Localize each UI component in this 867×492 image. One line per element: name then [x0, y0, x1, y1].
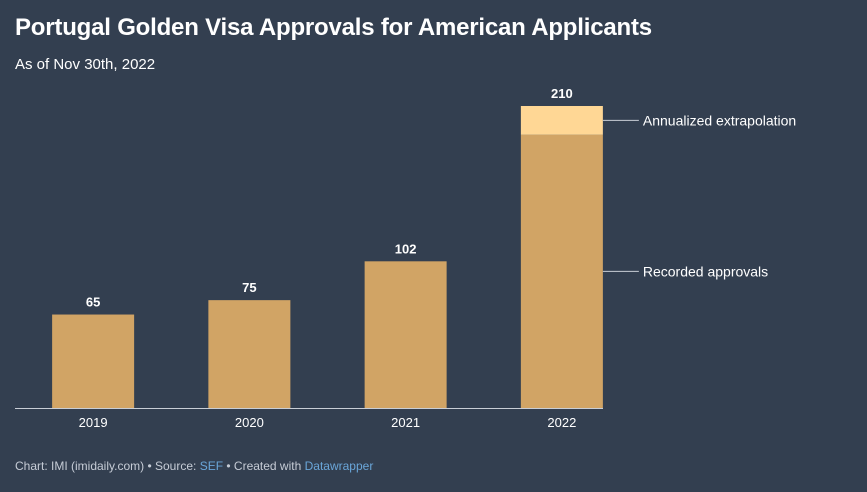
- value-label-2021: 102: [395, 241, 417, 256]
- footer-created-with: • Created with: [223, 459, 305, 473]
- legend-label-recorded: Recorded approvals: [643, 263, 768, 279]
- x-tick-label-2019: 2019: [79, 415, 108, 430]
- value-label-2022: 210: [551, 86, 573, 101]
- bar-extrapolation-2022: [520, 106, 603, 135]
- chart-title: Portugal Golden Visa Approvals for Ameri…: [15, 14, 652, 41]
- datawrapper-link[interactable]: Datawrapper: [304, 459, 374, 473]
- bar-recorded-2022: [520, 134, 603, 408]
- bar-recorded-2021: [364, 261, 447, 408]
- x-tick-label-2020: 2020: [235, 415, 264, 430]
- bar-recorded-2019: [52, 314, 135, 408]
- value-label-2019: 65: [86, 295, 100, 310]
- value-label-2020: 75: [242, 280, 256, 295]
- chart-footer: Chart: IMI (imidaily.com) • Source: SEF …: [15, 459, 373, 473]
- x-tick-label-2022: 2022: [547, 415, 576, 430]
- chart-subtitle: As of Nov 30th, 2022: [15, 56, 156, 73]
- footer-credit: Chart: IMI (imidaily.com) • Source:: [15, 459, 200, 473]
- bar-recorded-2020: [208, 300, 291, 408]
- legend-label-extrapolation: Annualized extrapolation: [643, 112, 796, 128]
- source-link[interactable]: SEF: [199, 459, 224, 473]
- x-tick-label-2021: 2021: [391, 415, 420, 430]
